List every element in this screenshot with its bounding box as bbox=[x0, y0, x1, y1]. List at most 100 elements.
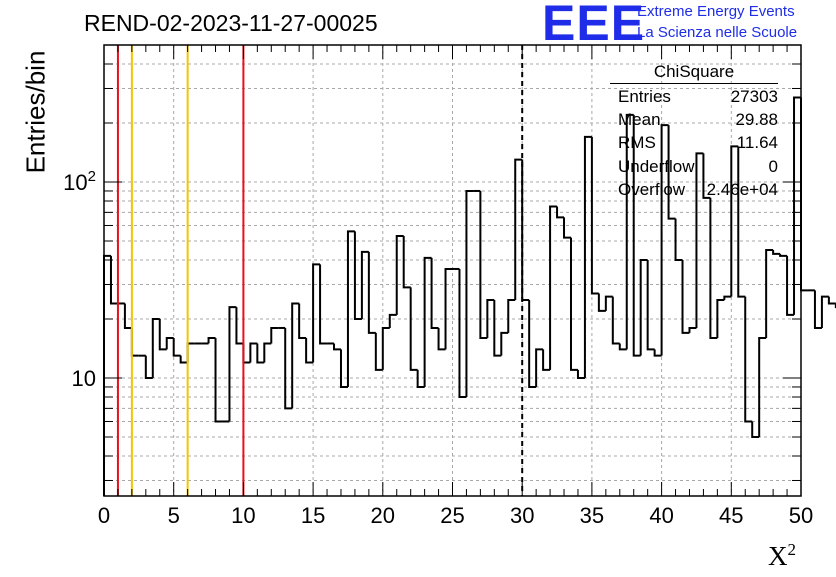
x-tick-label: 5 bbox=[168, 503, 180, 528]
histogram-bin bbox=[676, 219, 683, 260]
histogram-bin bbox=[641, 260, 648, 356]
histogram-bin bbox=[376, 333, 383, 370]
histogram-bin bbox=[188, 343, 195, 362]
x-tick-label: 25 bbox=[440, 503, 464, 528]
x-tick-label: 30 bbox=[510, 503, 534, 528]
histogram-bin bbox=[209, 338, 216, 343]
chart-title: REND-02-2023-11-27-00025 bbox=[84, 10, 378, 37]
histogram-bin bbox=[313, 264, 320, 362]
stats-title: ChiSquare bbox=[610, 62, 778, 84]
histogram-bin bbox=[362, 252, 369, 319]
histogram-bin bbox=[299, 303, 306, 338]
histogram-bin bbox=[153, 319, 160, 378]
histogram-bin bbox=[801, 97, 808, 290]
histogram-bin bbox=[132, 328, 139, 356]
histogram-bin bbox=[425, 258, 432, 387]
x-tick-label: 35 bbox=[580, 503, 604, 528]
histogram-bin bbox=[585, 137, 592, 378]
histogram-bin bbox=[571, 238, 578, 370]
histogram-bin bbox=[264, 343, 271, 362]
histogram-bin bbox=[369, 252, 376, 333]
histogram-bin bbox=[306, 338, 313, 362]
histogram-canvas: 0510152025303540455010102 REND-02-2023-1… bbox=[0, 0, 836, 572]
histogram-bin bbox=[285, 328, 292, 408]
x-tick-label: 0 bbox=[98, 503, 110, 528]
histogram-bin bbox=[766, 250, 773, 338]
histogram-bin bbox=[397, 236, 404, 315]
histogram-bin bbox=[773, 250, 780, 254]
x-tick-label: 45 bbox=[719, 503, 743, 528]
histogram-bin bbox=[620, 343, 627, 349]
histogram-bin bbox=[466, 191, 473, 397]
histogram-bin bbox=[543, 349, 550, 370]
histogram-bin bbox=[515, 160, 522, 300]
histogram-bin bbox=[759, 338, 766, 437]
histogram-bin bbox=[592, 137, 599, 294]
histogram-bin bbox=[689, 328, 696, 333]
histogram-bin bbox=[167, 338, 174, 349]
histogram-bin bbox=[383, 328, 390, 370]
y-tick-label: 10 bbox=[72, 366, 96, 391]
y-axis-title: Entries/bin bbox=[21, 51, 52, 174]
histogram-bin bbox=[494, 300, 501, 356]
histogram-bin bbox=[181, 356, 188, 363]
histogram-bin bbox=[480, 191, 487, 338]
x-tick-label: 20 bbox=[371, 503, 395, 528]
histogram-bin bbox=[578, 370, 585, 378]
x-tick-label: 40 bbox=[649, 503, 673, 528]
histogram-bin bbox=[815, 290, 822, 328]
histogram-bin bbox=[536, 349, 543, 387]
eee-logo: EEE bbox=[542, 0, 645, 52]
x-tick-label: 50 bbox=[789, 503, 813, 528]
histogram-bin bbox=[250, 343, 257, 362]
histogram-bin bbox=[111, 256, 118, 304]
histogram-bin bbox=[257, 343, 264, 362]
histogram-bin bbox=[655, 349, 662, 355]
histogram-bin bbox=[501, 333, 508, 356]
histogram-bin bbox=[787, 256, 794, 315]
histogram-bin bbox=[564, 217, 571, 237]
histogram-bin bbox=[432, 258, 439, 328]
y-tick-label: 102 bbox=[63, 168, 96, 195]
histogram-bin bbox=[522, 160, 529, 300]
histogram-bin bbox=[599, 293, 606, 310]
histogram-bin bbox=[236, 307, 243, 343]
histogram-bin bbox=[243, 343, 250, 362]
histogram-bin bbox=[174, 338, 181, 356]
histogram-bin bbox=[710, 198, 717, 338]
histogram-bin bbox=[104, 256, 111, 496]
logo-line-2: La Scienza nelle Scuole bbox=[637, 24, 797, 41]
histogram-bin bbox=[822, 297, 829, 328]
histogram-bin bbox=[613, 297, 620, 344]
histogram-bin bbox=[146, 356, 153, 378]
histogram-bin bbox=[439, 328, 446, 349]
histogram-bin bbox=[125, 303, 132, 327]
histogram-bin bbox=[404, 236, 411, 287]
histogram-bin bbox=[446, 269, 453, 349]
histogram-bin bbox=[341, 349, 348, 387]
histogram-bin bbox=[606, 297, 613, 311]
histogram-bin bbox=[390, 315, 397, 328]
histogram-bin bbox=[334, 343, 341, 349]
histogram-bin bbox=[320, 264, 327, 343]
x-axis-title: X2 bbox=[768, 540, 796, 572]
histogram-bin bbox=[508, 300, 515, 333]
histogram-bin bbox=[752, 421, 759, 437]
histogram-bin bbox=[745, 297, 752, 422]
histogram-bin bbox=[216, 338, 223, 421]
histogram-bin bbox=[794, 97, 801, 314]
histogram-bin bbox=[271, 328, 278, 344]
histogram-bin bbox=[229, 307, 236, 421]
x-tick-label: 10 bbox=[231, 503, 255, 528]
histogram-bin bbox=[648, 260, 655, 349]
histogram-bin bbox=[683, 260, 690, 333]
histogram-bin bbox=[160, 319, 167, 349]
histogram-bin bbox=[724, 297, 731, 300]
histogram-bin bbox=[829, 297, 836, 304]
